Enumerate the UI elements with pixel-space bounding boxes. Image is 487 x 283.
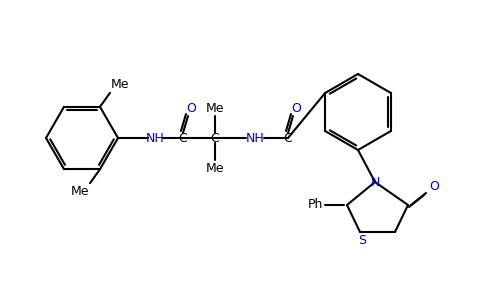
Text: N: N (370, 175, 380, 188)
Text: Me: Me (206, 162, 224, 175)
Text: Ph: Ph (307, 198, 323, 211)
Text: C: C (179, 132, 187, 145)
Text: Me: Me (71, 185, 89, 198)
Text: NH: NH (245, 132, 264, 145)
Text: Me: Me (111, 78, 129, 91)
Text: S: S (358, 233, 366, 246)
Text: Me: Me (206, 102, 224, 115)
Text: O: O (186, 102, 196, 115)
Text: O: O (291, 102, 301, 115)
Text: C: C (210, 132, 219, 145)
Text: C: C (283, 132, 292, 145)
Text: O: O (429, 181, 439, 194)
Text: NH: NH (146, 132, 165, 145)
